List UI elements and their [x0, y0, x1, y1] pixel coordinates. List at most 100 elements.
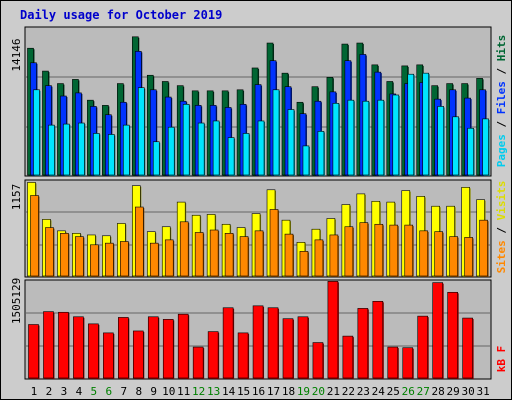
bar-pages-day-15: [242, 133, 250, 176]
bar-sites-day-23: [359, 222, 369, 277]
x-tick-label-26: 26: [402, 385, 415, 398]
bar-pages-day-12: [197, 122, 205, 176]
bar-pages-day-27: [422, 72, 430, 176]
x-tick-label-21: 21: [327, 385, 340, 398]
x-tick-label-23: 23: [357, 385, 370, 398]
x-tick-label-1: 1: [31, 385, 38, 398]
bar-sites-day-3: [60, 233, 69, 277]
bar-pages-day-8: [137, 87, 145, 176]
kbytes-ymax-label: 1505129: [10, 278, 23, 324]
x-tick-label-19: 19: [297, 385, 310, 398]
kbytes-bars: [28, 281, 474, 379]
x-tick-label-9: 9: [150, 385, 157, 398]
x-tick-label-24: 24: [372, 385, 386, 398]
bar-sites-day-21: [329, 234, 339, 277]
x-tick-label-6: 6: [106, 385, 113, 398]
bar-kbytes-day-3: [58, 311, 69, 379]
bar-kbytes-day-23: [357, 308, 369, 379]
bar-kbytes-day-21: [327, 281, 339, 379]
bar-sites-day-25: [389, 224, 399, 277]
bar-pages-day-16: [257, 120, 265, 176]
bar-sites-day-30: [464, 237, 473, 277]
bar-sites-day-26: [404, 224, 414, 277]
bar-pages-day-25: [392, 94, 400, 176]
bar-pages-day-23: [362, 100, 370, 176]
hits-ymax-label: 14146: [10, 38, 23, 71]
x-tick-label-8: 8: [135, 385, 142, 398]
bar-pages-day-21: [332, 102, 340, 176]
bar-kbytes-day-10: [162, 319, 174, 379]
legend-sep-1: /: [495, 114, 508, 134]
bar-kbytes-day-24: [372, 301, 384, 379]
bar-sites-day-12: [194, 232, 204, 277]
x-tick-label-16: 16: [252, 385, 265, 398]
bar-sites-day-28: [434, 231, 443, 277]
legend-sep-2: /: [495, 61, 508, 81]
bar-sites-day-14: [224, 233, 234, 277]
legend-sep-3: /: [495, 220, 508, 240]
bar-pages-day-7: [123, 124, 130, 176]
legend-files: Files: [495, 81, 508, 114]
bar-sites-day-24: [374, 223, 384, 277]
bar-kbytes-day-25: [387, 346, 399, 379]
x-tick-label-20: 20: [312, 385, 325, 398]
bar-kbytes-day-8: [132, 330, 144, 379]
bar-sites-day-4: [75, 236, 84, 277]
bar-pages-day-18: [287, 109, 295, 176]
bar-kbytes-day-6: [103, 332, 114, 379]
bar-sites-day-19: [299, 251, 309, 277]
x-tick-label-11: 11: [177, 385, 190, 398]
bar-kbytes-day-19: [297, 316, 309, 379]
bar-pages-day-20: [317, 131, 325, 176]
bar-pages-day-13: [212, 120, 220, 176]
bar-pages-day-28: [437, 106, 444, 176]
bar-sites-day-8: [134, 206, 144, 277]
x-axis-ticks: 1 2 3 4 5 6 7 8 9 10 11 12 13 14 15 16 17 18 19 20 21 22 23 24 2…: [31, 385, 490, 398]
x-tick-label-13: 13: [207, 385, 220, 398]
bar-pages-day-11: [182, 104, 190, 176]
x-tick-label-22: 22: [342, 385, 355, 398]
bar-sites-day-15: [239, 236, 249, 277]
x-tick-label-3: 3: [61, 385, 68, 398]
bar-kbytes-day-14: [222, 307, 234, 379]
visits-bars: [27, 182, 489, 277]
bar-pages-day-17: [272, 89, 280, 176]
bar-sites-day-11: [179, 221, 189, 277]
bar-kbytes-day-15: [237, 332, 249, 379]
bar-sites-day-5: [90, 244, 99, 277]
bar-pages-day-19: [302, 145, 310, 176]
x-tick-label-29: 29: [447, 385, 460, 398]
bar-pages-day-3: [63, 123, 70, 176]
legend-sites: Sites: [495, 240, 508, 273]
bar-sites-day-13: [209, 229, 219, 277]
bar-sites-day-27: [419, 230, 429, 277]
bar-kbytes-day-9: [147, 316, 159, 379]
bar-kbytes-day-20: [312, 342, 324, 379]
x-tick-label-18: 18: [282, 385, 295, 398]
visits-ymax-label: 1157: [10, 184, 23, 211]
bar-sites-day-6: [105, 242, 114, 277]
x-tick-label-28: 28: [432, 385, 445, 398]
bar-pages-day-31: [482, 118, 489, 176]
bar-sites-day-20: [314, 239, 324, 277]
bar-kbytes-day-11: [177, 313, 189, 379]
x-tick-label-10: 10: [162, 385, 175, 398]
bar-kbytes-day-29: [447, 291, 458, 379]
bar-kbytes-day-30: [462, 317, 473, 379]
x-tick-label-4: 4: [76, 385, 83, 398]
x-tick-label-14: 14: [222, 385, 236, 398]
x-tick-label-15: 15: [237, 385, 250, 398]
bar-kbytes-day-4: [73, 316, 84, 379]
x-tick-label-25: 25: [387, 385, 400, 398]
bar-sites-day-1: [30, 195, 39, 277]
bar-kbytes-day-5: [88, 323, 99, 379]
bar-pages-day-5: [93, 133, 100, 176]
bar-kbytes-day-12: [192, 346, 204, 379]
bar-pages-day-1: [33, 89, 40, 176]
bar-pages-day-29: [452, 116, 459, 176]
bar-sites-day-9: [149, 242, 159, 277]
bar-pages-day-14: [227, 137, 235, 176]
bar-kbytes-day-22: [342, 335, 354, 379]
